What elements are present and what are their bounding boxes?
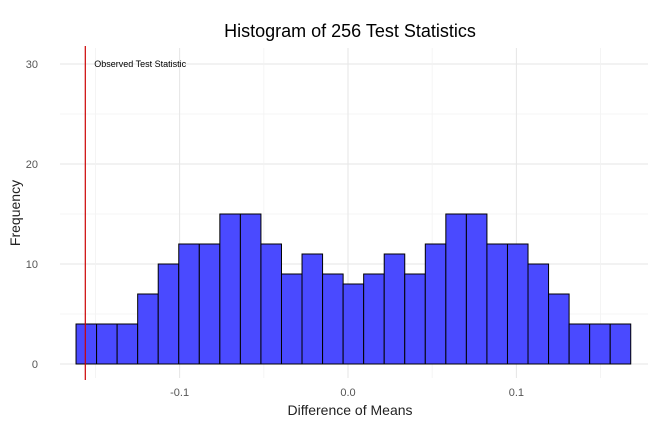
histogram-bar bbox=[75, 323, 98, 365]
x-axis-ticks: -0.1 0.0 0.1 bbox=[170, 387, 524, 399]
histogram-bar bbox=[589, 323, 611, 365]
histogram-bar bbox=[486, 243, 508, 365]
histogram-bar bbox=[301, 253, 324, 365]
histogram-bar bbox=[322, 273, 344, 365]
chart-title: Histogram of 256 Test Statistics bbox=[224, 21, 476, 41]
histogram-bar bbox=[383, 253, 406, 365]
histogram-bar bbox=[96, 323, 118, 365]
histogram-bar bbox=[239, 213, 262, 365]
histogram-bar bbox=[198, 243, 221, 365]
histogram-bar bbox=[527, 263, 550, 365]
histogram-bar bbox=[424, 243, 447, 365]
y-tick-label: 10 bbox=[26, 259, 38, 271]
histogram-bars bbox=[75, 213, 632, 365]
histogram-bar bbox=[280, 273, 303, 365]
histogram-bar bbox=[548, 293, 570, 365]
histogram-bar bbox=[465, 213, 488, 365]
histogram-bar bbox=[219, 213, 241, 365]
histogram-bar bbox=[568, 323, 591, 365]
histogram-bar bbox=[609, 323, 632, 365]
y-axis-label: Frequency bbox=[7, 180, 23, 246]
histogram-bar bbox=[506, 243, 529, 365]
x-tick-label: 0.0 bbox=[340, 387, 355, 399]
x-axis-label: Difference of Means bbox=[287, 402, 412, 418]
histogram-bar bbox=[404, 273, 426, 365]
x-tick-label: 0.1 bbox=[509, 387, 524, 399]
y-tick-label: 0 bbox=[32, 359, 38, 371]
histogram-bar bbox=[260, 243, 282, 365]
y-tick-label: 20 bbox=[26, 159, 38, 171]
histogram-bar bbox=[445, 213, 467, 365]
x-tick-label: -0.1 bbox=[170, 387, 189, 399]
y-axis-ticks: 0 10 20 30 bbox=[26, 59, 38, 371]
histogram-bar bbox=[137, 293, 159, 365]
histogram-bar bbox=[116, 323, 139, 365]
histogram-bar bbox=[178, 243, 200, 365]
y-tick-label: 30 bbox=[26, 59, 38, 71]
histogram-bar bbox=[342, 283, 365, 365]
histogram-bar bbox=[363, 273, 385, 365]
histogram-bar bbox=[157, 263, 180, 365]
observed-statistic-annotation: Observed Test Statistic bbox=[94, 59, 186, 69]
